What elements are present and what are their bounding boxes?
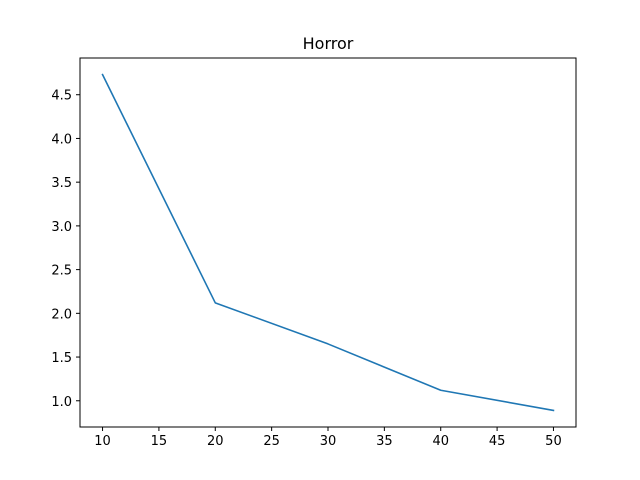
x-tick-label: 25	[263, 434, 280, 449]
y-tick-label: 4.5	[51, 89, 72, 104]
y-axis: 1.0 1.5 2.0 2.5 3.0 3.5 4.0 4.5	[51, 89, 80, 410]
axes-frame	[79, 57, 577, 428]
plot-area	[101, 73, 555, 412]
x-tick-label: 35	[376, 434, 393, 449]
y-tick-label: 2.5	[51, 264, 72, 279]
x-tick-label: 20	[207, 434, 224, 449]
y-tick-label: 3.5	[51, 176, 72, 191]
series-line	[101, 73, 555, 412]
x-tick-label: 10	[94, 434, 111, 449]
y-tick-label: 3.0	[51, 220, 72, 235]
y-tick-label: 1.5	[51, 351, 72, 366]
x-axis: 10 15 20 25 30 35 40 45 50	[94, 427, 562, 449]
x-tick-label: 40	[432, 434, 449, 449]
y-tick-label: 1.0	[51, 395, 72, 410]
x-tick-label: 50	[545, 434, 562, 449]
y-tick-label: 2.0	[51, 307, 72, 322]
y-tick-label: 4.0	[51, 132, 72, 147]
chart-title: Horror	[303, 34, 354, 53]
x-tick-label: 30	[320, 434, 337, 449]
x-tick-label: 15	[151, 434, 168, 449]
x-tick-label: 45	[489, 434, 506, 449]
